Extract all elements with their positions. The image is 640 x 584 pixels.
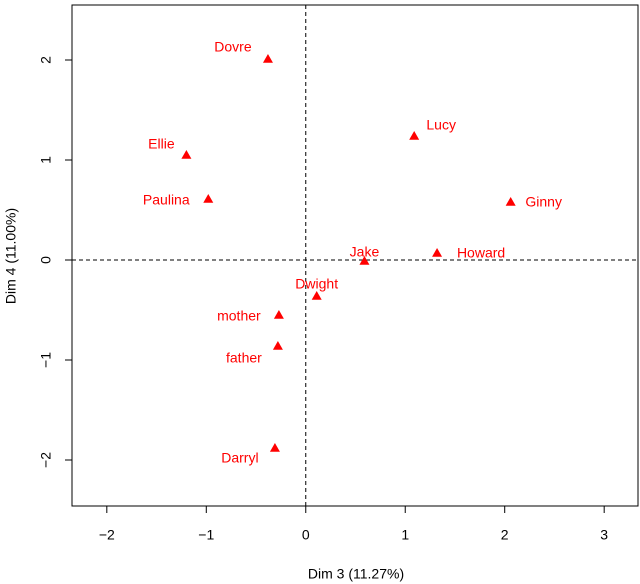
point <box>181 150 192 159</box>
point <box>269 443 280 452</box>
point-label: Ellie <box>148 136 175 152</box>
x-tick-label: −1 <box>198 527 214 543</box>
point <box>432 248 443 257</box>
point <box>505 197 516 206</box>
y-tick-label: 1 <box>38 156 54 164</box>
point <box>272 341 283 350</box>
point-label: Darryl <box>221 450 258 466</box>
y-tick-label: 0 <box>38 256 54 264</box>
plot-frame <box>71 4 639 507</box>
point-label: Howard <box>457 245 505 261</box>
point-label: mother <box>217 308 261 324</box>
x-axis-label: Dim 3 (11.27%) <box>308 566 404 582</box>
point-label: Lucy <box>426 117 456 133</box>
point <box>311 291 322 300</box>
x-tick-label: 3 <box>600 527 608 543</box>
point <box>409 131 420 140</box>
point-label: Dwight <box>295 276 338 292</box>
x-tick-label: 2 <box>501 527 509 543</box>
y-tick-label: −2 <box>38 452 54 468</box>
y-tick-label: 2 <box>38 56 54 64</box>
point <box>359 256 370 265</box>
point <box>203 194 214 203</box>
x-tick-label: 0 <box>302 527 310 543</box>
x-tick-label: −2 <box>99 527 115 543</box>
point-label: Paulina <box>143 192 190 208</box>
point-label: Dovre <box>214 39 252 55</box>
point-label: Jake <box>350 244 380 260</box>
point <box>262 54 273 63</box>
y-axis-label: Dim 4 (11.00%) <box>3 208 19 304</box>
y-tick-label: −1 <box>38 352 54 368</box>
point-label: father <box>226 350 262 366</box>
x-tick-label: 1 <box>401 527 409 543</box>
point-label: Ginny <box>525 194 562 210</box>
point <box>273 310 284 319</box>
